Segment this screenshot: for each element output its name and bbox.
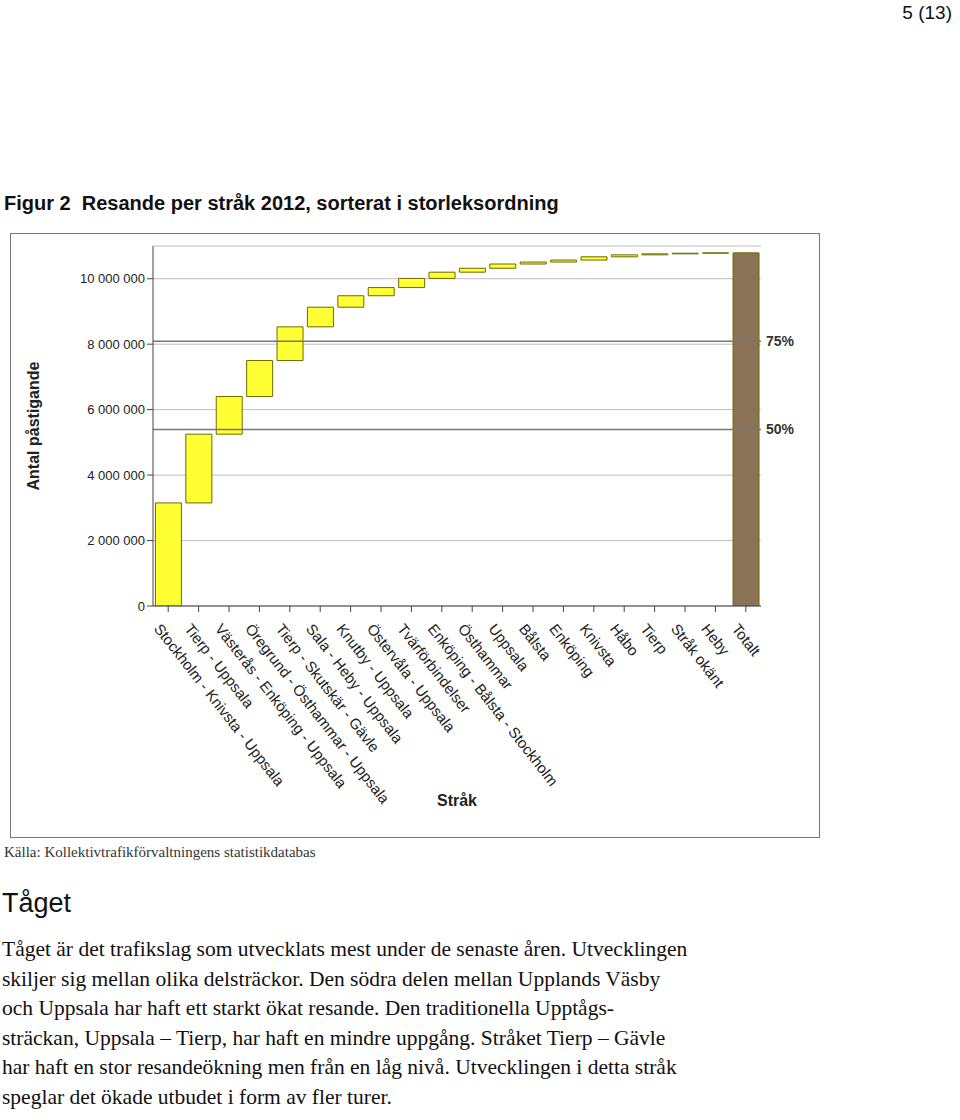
html-text:har haft en stor resandeökning: har haft en stor resandeökning men från … [2, 1055, 677, 1079]
html-text:Källa: Kollektivtrafikförvaltn: Källa: Kollektivtrafikförvaltningens sta… [4, 844, 316, 860]
svg-text:Håbo: Håbo [607, 620, 642, 659]
svg-text:75%: 75% [766, 333, 795, 349]
svg-text:Östervåla - Uppsala: Östervåla - Uppsala [363, 620, 459, 736]
svg-text:Antal påstigande: Antal påstigande [25, 361, 42, 490]
svg-text:Heby: Heby [698, 620, 733, 658]
svg-text:Knutby - Uppsala: Knutby - Uppsala [333, 620, 418, 722]
svg-text:Enköping - Bålsta - Stockholm: Enköping - Bålsta - Stockholm [425, 620, 562, 789]
svg-text:4 000 000: 4 000 000 [87, 468, 145, 483]
html-text:5 (13): 5 (13) [902, 2, 952, 23]
svg-text:Stråk okänt: Stråk okänt [667, 620, 728, 691]
svg-text:Totalt: Totalt [729, 620, 765, 659]
svg-text:6 000 000: 6 000 000 [87, 402, 145, 417]
svg-text:Bålsta: Bålsta [516, 620, 555, 664]
svg-text:Västerås - Enköping - Uppsala: Västerås - Enköping - Uppsala [211, 620, 351, 792]
html-text:och Uppsala har haft ett stark: och Uppsala har haft ett starkt ökat res… [2, 996, 614, 1020]
svg-text:Tvärförbindelser: Tvärförbindelser [394, 620, 475, 717]
html-text:sträckan, Uppsala – Tierp, har: sträckan, Uppsala – Tierp, har haft en m… [2, 1025, 666, 1050]
html-text:speglar det ökade utbudet i fo: speglar det ökade utbudet i form av fler… [2, 1084, 392, 1109]
svg-text:8 000 000: 8 000 000 [87, 337, 145, 352]
svg-text:0: 0 [138, 599, 145, 614]
svg-text:Knivsta: Knivsta [576, 620, 621, 670]
svg-text:Stråk: Stråk [437, 792, 477, 809]
svg-text:Tierp - Uppsala: Tierp - Uppsala [181, 620, 258, 712]
html-text:Tåget: Tåget [2, 888, 71, 918]
svg-text:2 000 000: 2 000 000 [87, 533, 145, 548]
svg-text:Sala - Heby - Uppsala: Sala - Heby - Uppsala [303, 620, 407, 747]
svg-text:Östhammar: Östhammar [455, 620, 517, 693]
html-text:Tåget är det trafikslag som ut: Tåget är det trafikslag som utvecklats m… [2, 937, 688, 961]
svg-text:50%: 50% [766, 421, 795, 437]
svg-text:Uppsala: Uppsala [485, 620, 533, 675]
svg-text:Stockholm - Knivsta - Uppsala: Stockholm - Knivsta - Uppsala [151, 620, 289, 790]
svg-text:Tierp - Skutskär - Gävle: Tierp - Skutskär - Gävle [272, 620, 384, 756]
svg-text:Tierp: Tierp [637, 620, 671, 657]
svg-text:Enköping: Enköping [546, 620, 599, 680]
svg-text:Öregrund - Östhammar - Uppsala: Öregrund - Östhammar - Uppsala [242, 620, 394, 807]
svg-text:10 000 000: 10 000 000 [80, 271, 145, 286]
html-text:Figur 2 Resande per stråk 2012: Figur 2 Resande per stråk 2012, sorterat… [4, 192, 559, 214]
html-text:skiljer sig mellan olika delst: skiljer sig mellan olika delsträckor. De… [2, 966, 661, 991]
